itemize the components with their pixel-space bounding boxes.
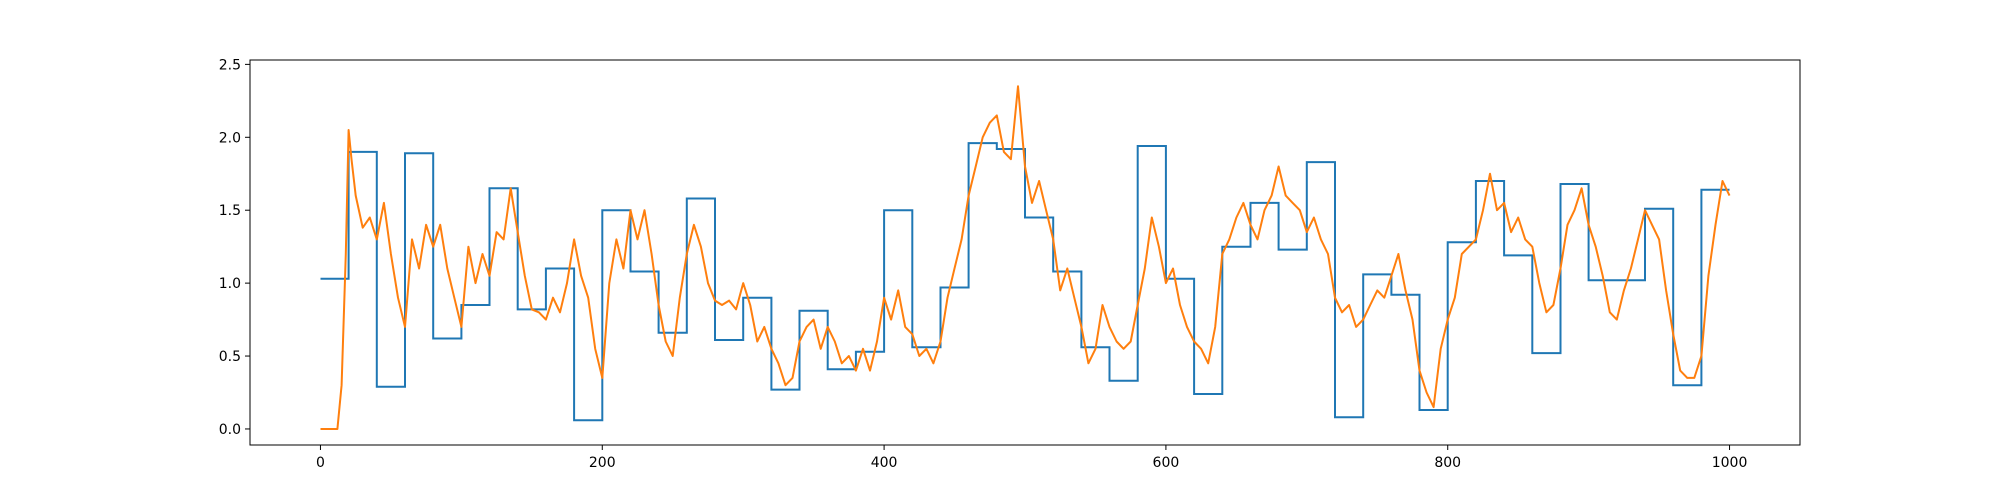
series-layer <box>320 85 1731 430</box>
x-tick: 0 <box>316 445 325 471</box>
y-tick-label: 0.5 <box>219 349 241 365</box>
x-tick: 200 <box>589 445 616 471</box>
x-tick: 400 <box>871 445 898 471</box>
y-tick-label: 1.0 <box>219 276 241 292</box>
x-tick: 1000 <box>1712 445 1748 471</box>
series-noisy-line <box>320 85 1731 430</box>
x-tick-label: 1000 <box>1712 455 1748 471</box>
x-tick-label: 200 <box>589 455 616 471</box>
y-tick: 1.5 <box>219 203 250 219</box>
y-axis: 0.0 0.5 1.0 1.5 2.0 2.5 <box>219 57 250 438</box>
x-tick: 600 <box>1153 445 1180 471</box>
y-tick-label: 2.5 <box>219 57 241 73</box>
y-tick: 0.0 <box>219 422 250 438</box>
y-tick-label: 0.0 <box>219 422 241 438</box>
y-tick: 2.0 <box>219 130 250 146</box>
y-tick: 0.5 <box>219 349 250 365</box>
x-tick-label: 800 <box>1434 455 1461 471</box>
series-step-line <box>320 142 1730 422</box>
x-tick-label: 600 <box>1153 455 1180 471</box>
x-tick-label: 0 <box>316 455 325 471</box>
y-tick-label: 2.0 <box>219 130 241 146</box>
x-axis: 0 200 400 600 800 1000 <box>316 445 1747 471</box>
x-tick: 800 <box>1434 445 1461 471</box>
plot-frame <box>249 59 1801 446</box>
x-tick-label: 400 <box>871 455 898 471</box>
y-tick: 1.0 <box>219 276 250 292</box>
y-tick-label: 1.5 <box>219 203 241 219</box>
plot-area-background <box>250 60 1800 445</box>
y-tick: 2.5 <box>219 57 250 73</box>
